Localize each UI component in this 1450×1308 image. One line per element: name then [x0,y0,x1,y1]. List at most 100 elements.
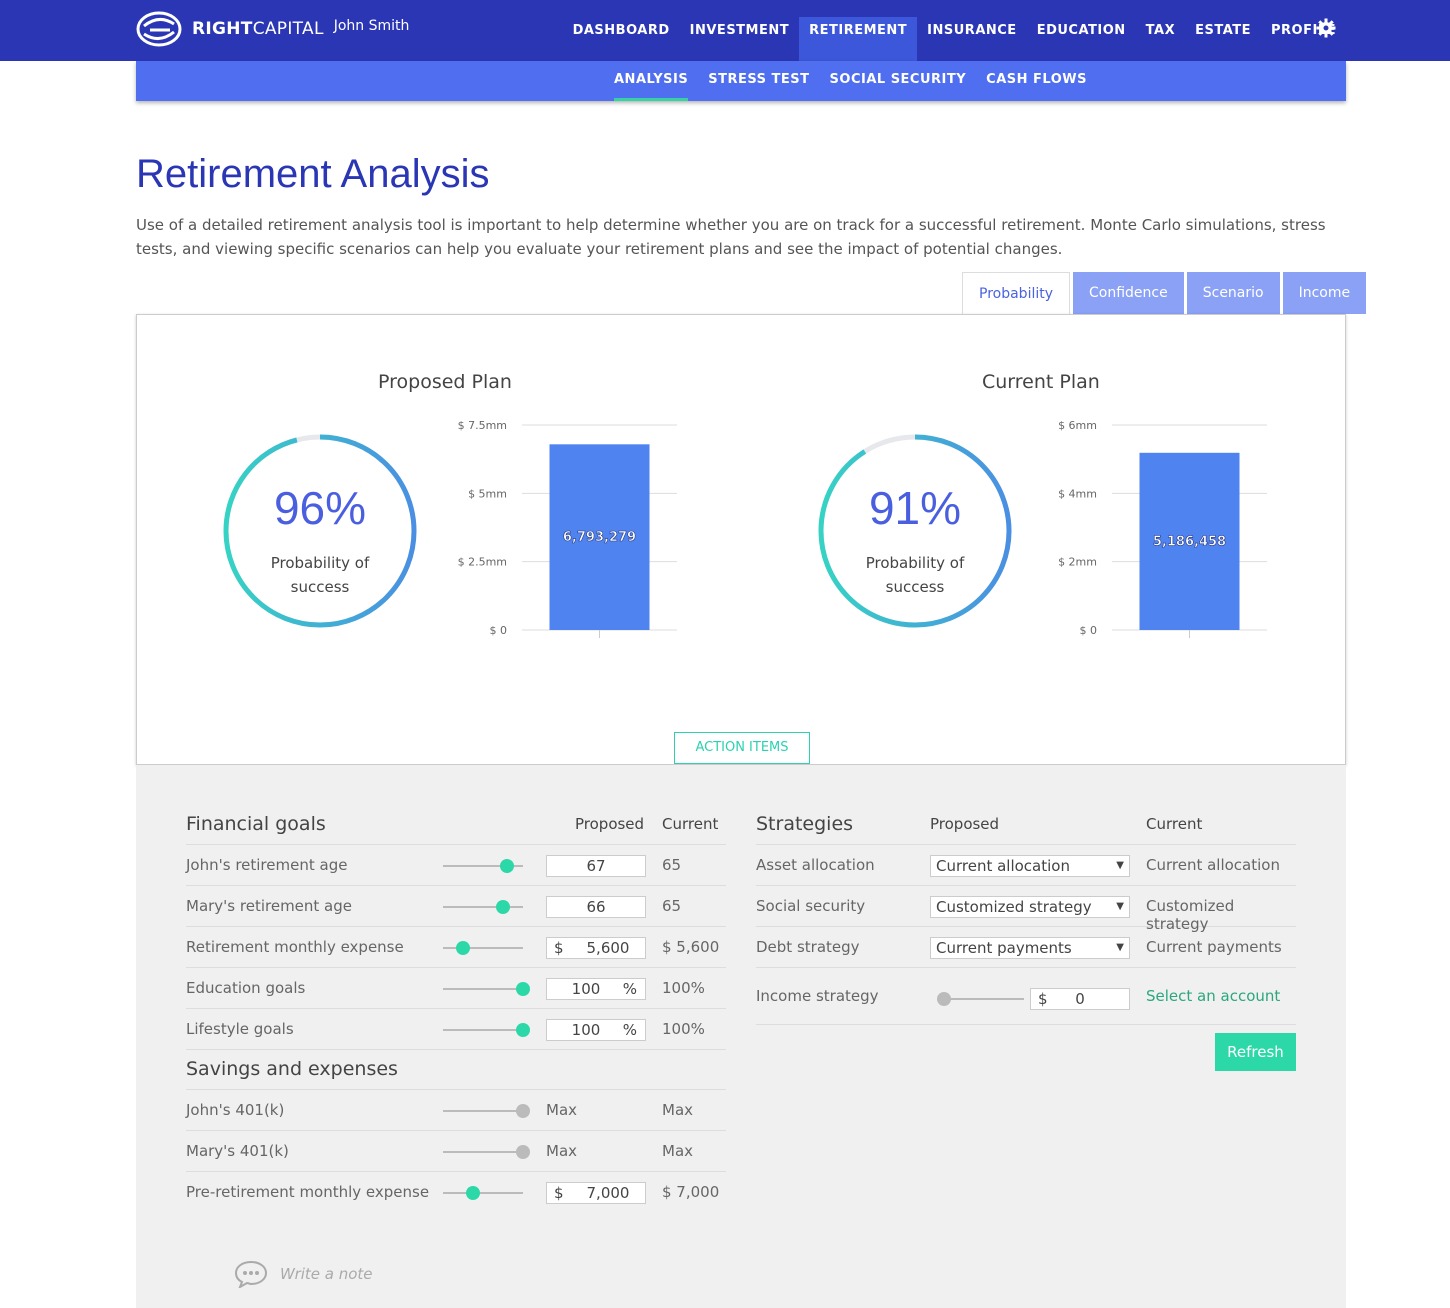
savings-label: Mary's 401(k) [186,1142,289,1160]
savings-slider[interactable] [443,1104,530,1118]
savings-input[interactable]: $7,000 [546,1182,646,1204]
goal-slider[interactable] [443,859,523,873]
strategy-current-value: Current payments [1146,938,1282,956]
savings-proposed-value: Max [546,1101,578,1119]
subnav-analysis[interactable]: ANALYSIS [604,61,698,101]
strategy-select[interactable]: Current payments ▼ [930,937,1130,959]
sub-navigation-bar: ANALYSIS STRESS TEST SOCIAL SECURITY CASH F… [136,61,1346,101]
current-label-line1: Probability of [865,554,965,572]
income-strategy-input[interactable]: $ 0 [1030,988,1130,1010]
tab-income[interactable]: Income [1282,272,1367,314]
current-label-line2: success [885,578,945,596]
goal-current-value: 100% [662,1020,705,1038]
savings-title: Savings and expenses [186,1058,398,1080]
speech-bubble-icon [234,1260,268,1288]
nav-estate[interactable]: ESTATE [1195,23,1252,38]
financial-goal-row: Education goals 100% 100% [186,968,726,1009]
financial-goal-row: John's retirement age 67 65 [186,845,726,886]
y-tick-label: $ 4mm [1058,487,1097,500]
input-value: 100 [571,980,601,998]
slider-knob[interactable] [496,900,510,914]
settings-area: Financial goals Proposed Current John's … [136,765,1346,1308]
goal-current-value: 100% [662,979,705,997]
logo[interactable]: RIGHTCAPITAL John Smith [136,10,409,48]
action-items-button[interactable]: ACTION ITEMS [674,732,810,764]
select-account-link[interactable]: Select an account [1146,987,1281,1005]
sub-nav: ANALYSIS STRESS TEST SOCIAL SECURITY CASH F… [604,61,1097,101]
savings-slider[interactable] [443,1145,530,1159]
financial-goal-row: Lifestyle goals 100% 100% [186,1009,726,1050]
tab-probability[interactable]: Probability [962,272,1071,315]
subnav-social-security[interactable]: SOCIAL SECURITY [829,72,967,87]
gear-icon[interactable] [1316,18,1336,38]
main-nav: DASHBOARD INVESTMENT RETIREMENT INSURANCE ED… [563,0,1346,62]
nav-education[interactable]: EDUCATION [1036,23,1126,38]
refresh-button[interactable]: Refresh [1215,1033,1296,1071]
divider [186,1089,726,1090]
savings-current-value: Max [662,1101,694,1119]
goal-slider[interactable] [443,900,523,914]
proposed-percent: 96% [273,482,367,534]
savings-label: John's 401(k) [186,1101,285,1119]
input-prefix: $ [554,939,564,957]
y-tick-label: $ 2.5mm [458,556,507,569]
tab-scenario[interactable]: Scenario [1186,272,1280,314]
goal-input[interactable]: 67 [546,855,646,877]
financial-goal-row: Retirement monthly expense $5,600 $ 5,600 [186,927,726,968]
income-strategy-label: Income strategy [756,987,879,1005]
page-description: Use of a detailed retirement analysis to… [136,216,1326,258]
input-suffix: % [622,980,637,998]
goal-current-value: $ 5,600 [662,938,720,956]
savings-slider[interactable] [443,1186,523,1200]
goal-input[interactable]: 66 [546,896,646,918]
proposed-plan-title: Proposed Plan [378,371,512,393]
subnav-cash-flows[interactable]: CASH FLOWS [986,72,1087,87]
page-title: Retirement Analysis [136,152,490,196]
goal-slider[interactable] [443,982,530,996]
probability-panel: Proposed Plan Current Plan 96% Probabili… [136,314,1346,765]
goal-label: Lifestyle goals [186,1020,294,1038]
strategies-col-current: Current [1146,815,1203,833]
y-tick-label: $ 7.5mm [458,419,507,432]
divider [186,844,726,845]
write-note[interactable]: Write a note [234,1260,373,1288]
current-plan-title: Current Plan [982,371,1100,393]
strategy-select[interactable]: Current allocation ▼ [930,855,1130,877]
goal-slider[interactable] [443,1023,530,1037]
y-tick-label: $ 6mm [1058,419,1097,432]
y-tick-label: $ 0 [490,624,508,637]
financial-goals-col-current: Current [662,815,719,833]
rightcapital-logo-icon [136,11,182,47]
slider-knob[interactable] [516,1104,530,1118]
subnav-stress-test[interactable]: STRESS TEST [708,72,810,87]
slider-knob[interactable] [456,941,470,955]
select-value: Current payments [936,939,1072,957]
bar[interactable] [549,444,650,630]
goal-slider[interactable] [443,941,523,955]
bar[interactable] [1139,452,1240,630]
goal-label: John's retirement age [186,856,348,874]
slider-knob[interactable] [516,982,530,996]
slider-knob[interactable] [516,1023,530,1037]
current-probability-ring: 91% Probability of success [817,433,1013,629]
input-value: 100 [571,1021,601,1039]
chevron-down-icon: ▼ [1116,942,1124,953]
chevron-down-icon: ▼ [1116,860,1124,871]
slider-knob[interactable] [465,1186,480,1200]
goal-input[interactable]: $5,600 [546,937,646,959]
goal-input[interactable]: 100% [546,978,646,1000]
income-strategy-slider[interactable] [937,992,1024,1006]
savings-row: Mary's 401(k) Max Max [186,1131,726,1172]
strategy-select[interactable]: Customized strategy ▼ [930,896,1130,918]
tab-confidence[interactable]: Confidence [1073,272,1184,314]
nav-insurance[interactable]: INSURANCE [927,23,1017,38]
slider-knob[interactable] [500,859,514,873]
nav-retirement[interactable]: RETIREMENT [799,17,918,62]
goal-input[interactable]: 100% [546,1019,646,1041]
slider-knob[interactable] [516,1145,530,1159]
nav-investment[interactable]: INVESTMENT [689,23,790,38]
slider-knob[interactable] [937,992,951,1006]
nav-tax[interactable]: TAX [1145,23,1176,38]
nav-dashboard[interactable]: DASHBOARD [572,23,670,38]
goal-label: Retirement monthly expense [186,938,404,956]
